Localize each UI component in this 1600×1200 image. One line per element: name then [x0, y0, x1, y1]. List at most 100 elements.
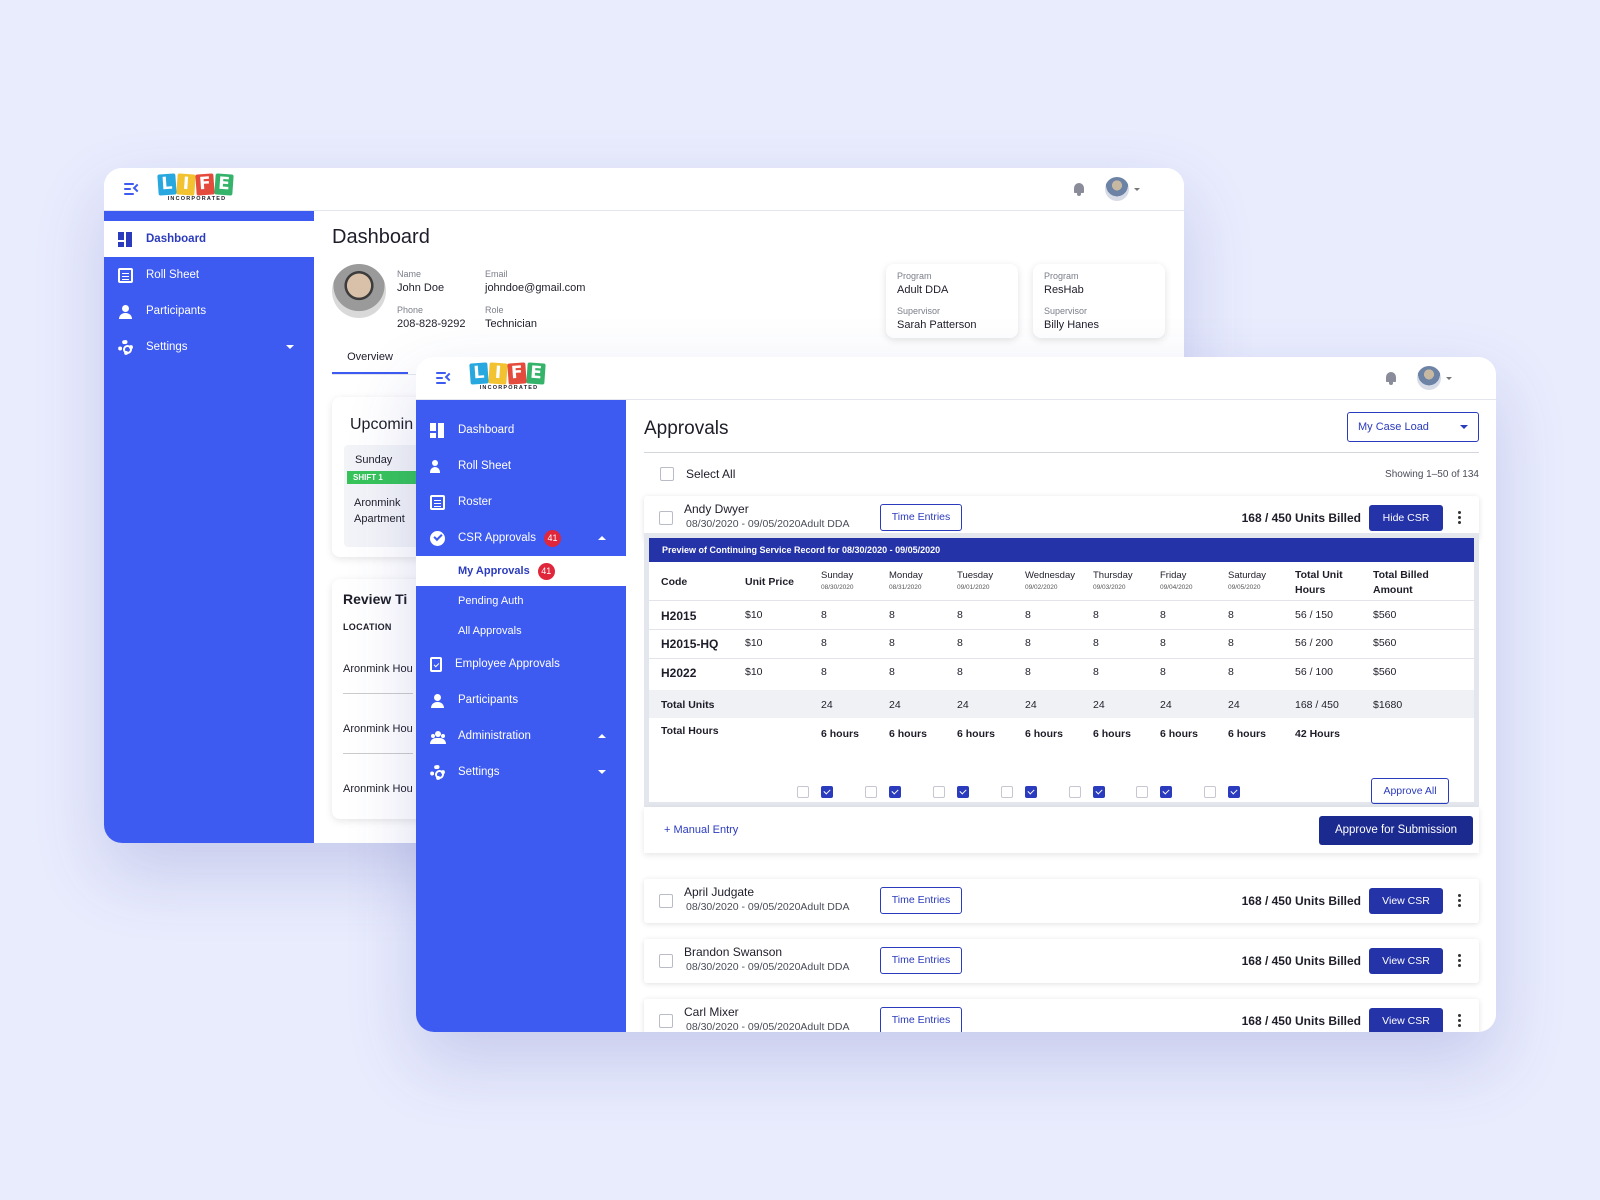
chevron-down-icon[interactable] [1446, 377, 1452, 380]
day-units: 8 [1160, 666, 1166, 678]
billed-amount: $560 [1373, 609, 1397, 621]
sidebar-item-label: Roll Sheet [458, 460, 512, 472]
column-header: Code [661, 576, 688, 588]
more-options-icon[interactable] [1458, 954, 1461, 957]
day-units: 8 [1093, 666, 1099, 678]
bell-icon[interactable] [1385, 372, 1397, 385]
sidebar-item-participants[interactable]: Participants [416, 682, 626, 718]
row-checkbox[interactable] [659, 1014, 673, 1028]
time-entries-button[interactable]: Time Entries [880, 1007, 962, 1032]
sidebar-item-label: All Approvals [458, 625, 522, 637]
participant-name: April Judgate [684, 885, 755, 899]
time-entries-button[interactable]: Time Entries [880, 887, 962, 914]
chevron-down-icon[interactable] [1134, 188, 1140, 191]
day-approve-checkbox[interactable] [957, 786, 969, 798]
view-csr-button[interactable]: View CSR [1369, 888, 1443, 914]
total-hours-value: 6 hours [889, 728, 927, 740]
profile-photo [332, 264, 386, 318]
csr-table: Code Unit Price Total Unit Hours Total B… [649, 562, 1474, 804]
collapse-menu-icon[interactable] [436, 371, 454, 385]
service-code: H2015-HQ [661, 637, 719, 651]
time-entries-button[interactable]: Time Entries [880, 947, 962, 974]
day-date: 09/01/2020 [957, 584, 990, 591]
day-units: 8 [1160, 637, 1166, 649]
participant-name: Carl Mixer [684, 1005, 739, 1019]
supervisor-label: Supervisor [1044, 306, 1088, 316]
day-reject-checkbox[interactable] [865, 786, 877, 798]
select-all-label: Select All [686, 467, 736, 481]
day-approve-checkbox[interactable] [1228, 786, 1240, 798]
table-row[interactable]: Brandon Swanson 08/30/2020 - 09/05/2020A… [644, 939, 1479, 983]
gear-icon [118, 339, 133, 355]
name-label: Name [397, 269, 422, 279]
day-reject-checkbox[interactable] [1136, 786, 1148, 798]
sidebar-item-roll-sheet[interactable]: Roll Sheet [104, 257, 314, 293]
table-row[interactable]: Carl Mixer 08/30/2020 - 09/05/2020Adult … [644, 999, 1479, 1032]
sidebar-item-settings[interactable]: Settings [416, 754, 626, 790]
sidebar-item-roll-sheet[interactable]: Roll Sheet [416, 448, 626, 484]
day-approve-checkbox[interactable] [889, 786, 901, 798]
approve-for-submission-button[interactable]: Approve for Submission [1319, 816, 1473, 845]
manual-entry-link[interactable]: + Manual Entry [664, 824, 739, 836]
column-header: Unit Price [745, 576, 795, 588]
sidebar-item-label: Employee Approvals [455, 658, 560, 670]
time-entries-button[interactable]: Time Entries [880, 504, 962, 531]
day-reject-checkbox[interactable] [1069, 786, 1081, 798]
row-checkbox[interactable] [659, 511, 673, 525]
row-checkbox[interactable] [659, 894, 673, 908]
sidebar-item-label: Pending Auth [458, 595, 524, 607]
sidebar-item-roster[interactable]: Roster [416, 484, 626, 520]
day-approve-checkbox[interactable] [1160, 786, 1172, 798]
day-reject-checkbox[interactable] [797, 786, 809, 798]
sidebar-item-participants[interactable]: Participants [104, 293, 314, 329]
day-approve-checkbox[interactable] [821, 786, 833, 798]
check-circle-icon [430, 530, 445, 546]
table-row[interactable]: Andy Dwyer 08/30/2020 - 09/05/2020Adult … [644, 496, 1479, 540]
row-checkbox[interactable] [659, 954, 673, 968]
program-value: Adult DDA [897, 284, 949, 296]
day-reject-checkbox[interactable] [1001, 786, 1013, 798]
more-options-icon[interactable] [1458, 894, 1461, 897]
sidebar-item-dashboard[interactable]: Dashboard [104, 221, 314, 257]
divider [649, 629, 1474, 630]
collapse-menu-icon[interactable] [124, 182, 142, 196]
unit-price: $10 [745, 609, 763, 621]
view-csr-button[interactable]: View CSR [1369, 948, 1443, 974]
count-badge: 41 [537, 562, 555, 580]
pagination-status: Showing 1–50 of 134 [1385, 469, 1479, 480]
bell-icon[interactable] [1073, 183, 1085, 196]
day-reject-checkbox[interactable] [933, 786, 945, 798]
approve-all-button[interactable]: Approve All [1371, 778, 1449, 804]
supervisor-label: Supervisor [897, 306, 941, 316]
billed-amount: $560 [1373, 637, 1397, 649]
sidebar-item-all-approvals[interactable]: All Approvals [416, 616, 626, 646]
total-hours-value: 6 hours [821, 728, 859, 740]
units-billed: 168 / 450 Units Billed [1241, 954, 1361, 968]
select-all-checkbox[interactable] [660, 467, 674, 481]
program-label: Program [1044, 271, 1079, 281]
day-approve-checkbox[interactable] [1093, 786, 1105, 798]
sidebar-item-administration[interactable]: Administration [416, 718, 626, 754]
avatar[interactable] [1105, 177, 1129, 201]
sidebar-item-settings[interactable]: Settings [104, 329, 314, 365]
total-units-value: 24 [1093, 699, 1105, 711]
avatar[interactable] [1417, 366, 1441, 390]
more-options-icon[interactable] [1458, 511, 1461, 514]
view-csr-button[interactable]: View CSR [1369, 1008, 1443, 1032]
sidebar-item-dashboard[interactable]: Dashboard [416, 412, 626, 448]
case-load-select[interactable]: My Case Load [1347, 412, 1479, 442]
day-date: 08/30/2020 [821, 584, 854, 591]
sidebar-item-employee-approvals[interactable]: Employee Approvals [416, 646, 626, 682]
sidebar-item-my-approvals[interactable]: My Approvals 41 [416, 556, 626, 586]
sidebar-item-csr-approvals[interactable]: CSR Approvals 41 [416, 520, 626, 556]
day-date: 09/05/2020 [1228, 584, 1261, 591]
more-options-icon[interactable] [1458, 1014, 1461, 1017]
day-reject-checkbox[interactable] [1204, 786, 1216, 798]
sidebar-item-pending-auth[interactable]: Pending Auth [416, 586, 626, 616]
hide-csr-button[interactable]: Hide CSR [1369, 505, 1443, 531]
day-approve-checkbox[interactable] [1025, 786, 1037, 798]
table-row[interactable]: April Judgate 08/30/2020 - 09/05/2020Adu… [644, 879, 1479, 923]
tab-overview[interactable]: Overview [332, 351, 408, 374]
